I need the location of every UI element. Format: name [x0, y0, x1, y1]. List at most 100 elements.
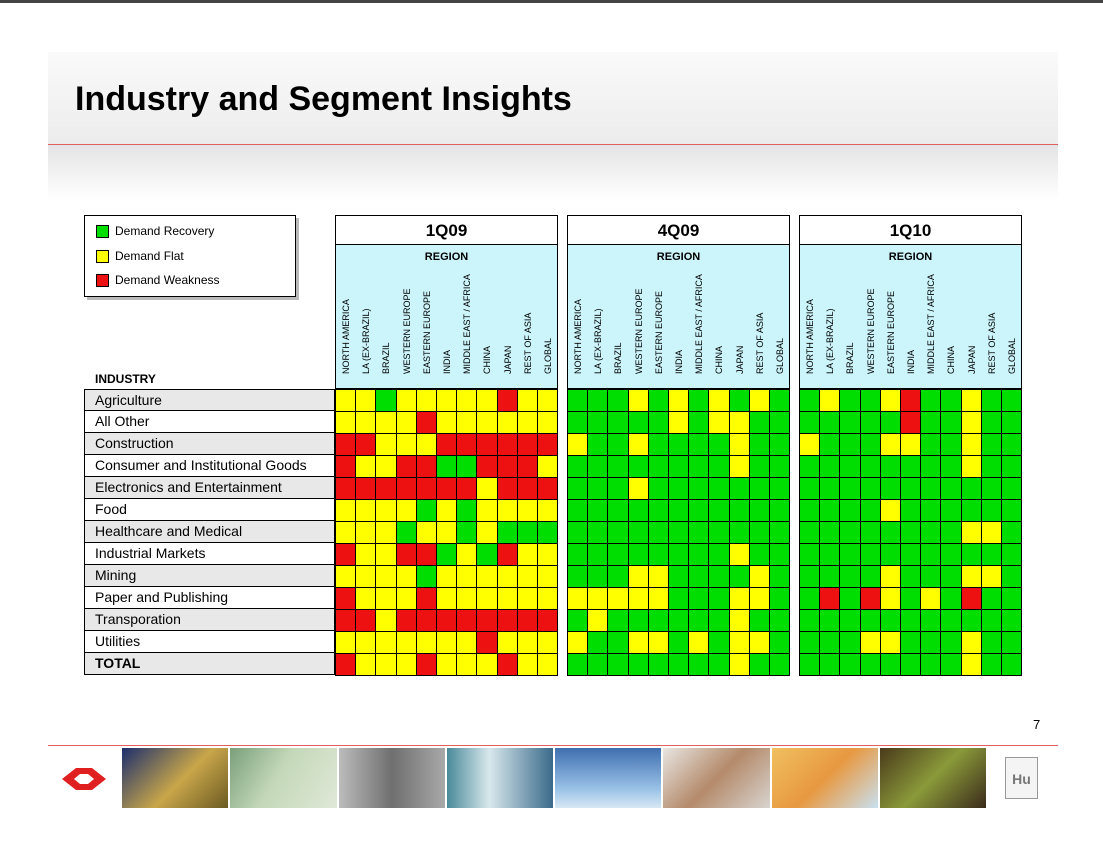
heatmap-cell: [800, 412, 820, 434]
heatmap-cell: [629, 478, 649, 500]
heatmap-cell: [477, 522, 498, 544]
region-column-label: NORTH AMERICA: [800, 264, 820, 384]
heatmap-cell: [437, 412, 457, 434]
region-name: JAPAN: [502, 345, 513, 374]
legend-swatch: [96, 249, 109, 263]
heatmap-cell: [962, 566, 982, 588]
heatmap-cell: [649, 522, 669, 544]
heatmap-cell: [498, 478, 518, 500]
page-title: Industry and Segment Insights: [75, 80, 572, 118]
heatmap-cell: [457, 632, 477, 654]
heatmap-cell: [901, 522, 921, 544]
heatmap-cell: [608, 500, 629, 522]
heatmap-cell: [861, 390, 881, 412]
industry-label: Utilities: [84, 631, 335, 653]
heatmap-cell: [962, 544, 982, 566]
heatmap-cell: [538, 456, 558, 478]
heatmap-cell: [800, 654, 820, 676]
heatmap-cell: [730, 412, 750, 434]
heatmap-cell: [397, 456, 417, 478]
heatmap-cell: [669, 478, 689, 500]
heatmap-cell: [840, 434, 861, 456]
region-name: NORTH AMERICA: [573, 299, 583, 374]
heatmap-cell: [538, 478, 558, 500]
region-label: REGION: [888, 251, 933, 263]
heatmap-cell: [457, 588, 477, 610]
industry-label: Transporation: [84, 609, 335, 631]
heatmap-cell: [982, 632, 1002, 654]
region-column-label: INDIA: [437, 264, 457, 384]
heatmap-cell: [417, 566, 437, 588]
heatmap-cell: [417, 632, 437, 654]
heatmap-cell: [417, 544, 437, 566]
heatmap-cell: [982, 434, 1002, 456]
region-name: WESTERN EUROPE: [633, 288, 644, 374]
heatmap-cell: [1002, 522, 1022, 544]
region-name: LA (EX-BRAZIL): [825, 308, 836, 374]
heatmap-cell: [921, 588, 941, 610]
region-header: REGION NORTH AMERICA LA (EX-BRAZIL) BRAZIL W…: [799, 245, 1022, 389]
heatmap-cell: [629, 522, 649, 544]
heatmap-cell: [750, 478, 770, 500]
heatmap-cell: [588, 544, 608, 566]
heatmap-cell: [861, 610, 881, 632]
heatmap-cell: [669, 434, 689, 456]
legend-swatch: [96, 224, 109, 238]
heatmap-cell: [800, 390, 820, 412]
region-column-label: WESTERN EUROPE: [861, 264, 881, 384]
region-name: EASTERN EUROPE: [885, 290, 896, 374]
heatmap-cell: [861, 566, 881, 588]
heatmap-cell: [750, 412, 770, 434]
heatmap-cell: [356, 610, 376, 632]
heatmap-cell: [921, 390, 941, 412]
heatmap-cell: [750, 500, 770, 522]
heatmap-cell: [982, 412, 1002, 434]
heatmap-cell: [709, 610, 730, 632]
region-column-label: JAPAN: [730, 264, 750, 384]
heatmap-cell: [518, 456, 538, 478]
industry-label: Mining: [84, 565, 335, 587]
heatmap-cell: [457, 456, 477, 478]
heatmap-cell: [921, 434, 941, 456]
heatmap-cell: [861, 434, 881, 456]
heatmap-cell: [608, 588, 629, 610]
legend-item-recovery: Demand Recovery: [96, 223, 214, 239]
footer-photo-strip: [122, 748, 986, 808]
heatmap-cell: [397, 500, 417, 522]
heatmap-cell: [709, 522, 730, 544]
region-column-label: JAPAN: [962, 264, 982, 384]
heatmap-cell: [861, 478, 881, 500]
heatmap-cell: [689, 544, 709, 566]
heatmap-cell: [770, 566, 790, 588]
heatmap-cell: [901, 610, 921, 632]
company-logo: [62, 768, 106, 790]
region-column-label: BRAZIL: [376, 264, 396, 384]
heatmap-cell: [629, 390, 649, 412]
heatmap-cell: [730, 566, 750, 588]
heatmap-cell: [689, 588, 709, 610]
heatmap-cell: [649, 456, 669, 478]
heatmap-cell: [588, 522, 608, 544]
region-name: JAPAN: [734, 345, 745, 374]
industry-label: Paper and Publishing: [84, 587, 335, 609]
hu-logo: Hu: [1005, 757, 1038, 799]
region-column-label: EASTERN EUROPE: [417, 264, 437, 384]
heatmap-cell: [982, 456, 1002, 478]
heatmap-cell: [538, 566, 558, 588]
heatmap-cell: [518, 390, 538, 412]
heatmap-cell: [1002, 390, 1022, 412]
region-name: WESTERN EUROPE: [865, 288, 876, 374]
heatmap-cell: [800, 544, 820, 566]
heatmap-cell: [709, 654, 730, 676]
heatmap-cell: [709, 632, 730, 654]
legend-item-flat: Demand Flat: [96, 248, 184, 264]
heatmap-cell: [901, 544, 921, 566]
photo-painting: [230, 748, 337, 808]
heatmap-cell: [1002, 478, 1022, 500]
heatmap-cell: [881, 566, 901, 588]
heatmap-cell: [649, 390, 669, 412]
heatmap-cell: [709, 478, 730, 500]
heatmap-cell: [608, 390, 629, 412]
heatmap-cell: [770, 412, 790, 434]
heatmap-cell: [800, 588, 820, 610]
